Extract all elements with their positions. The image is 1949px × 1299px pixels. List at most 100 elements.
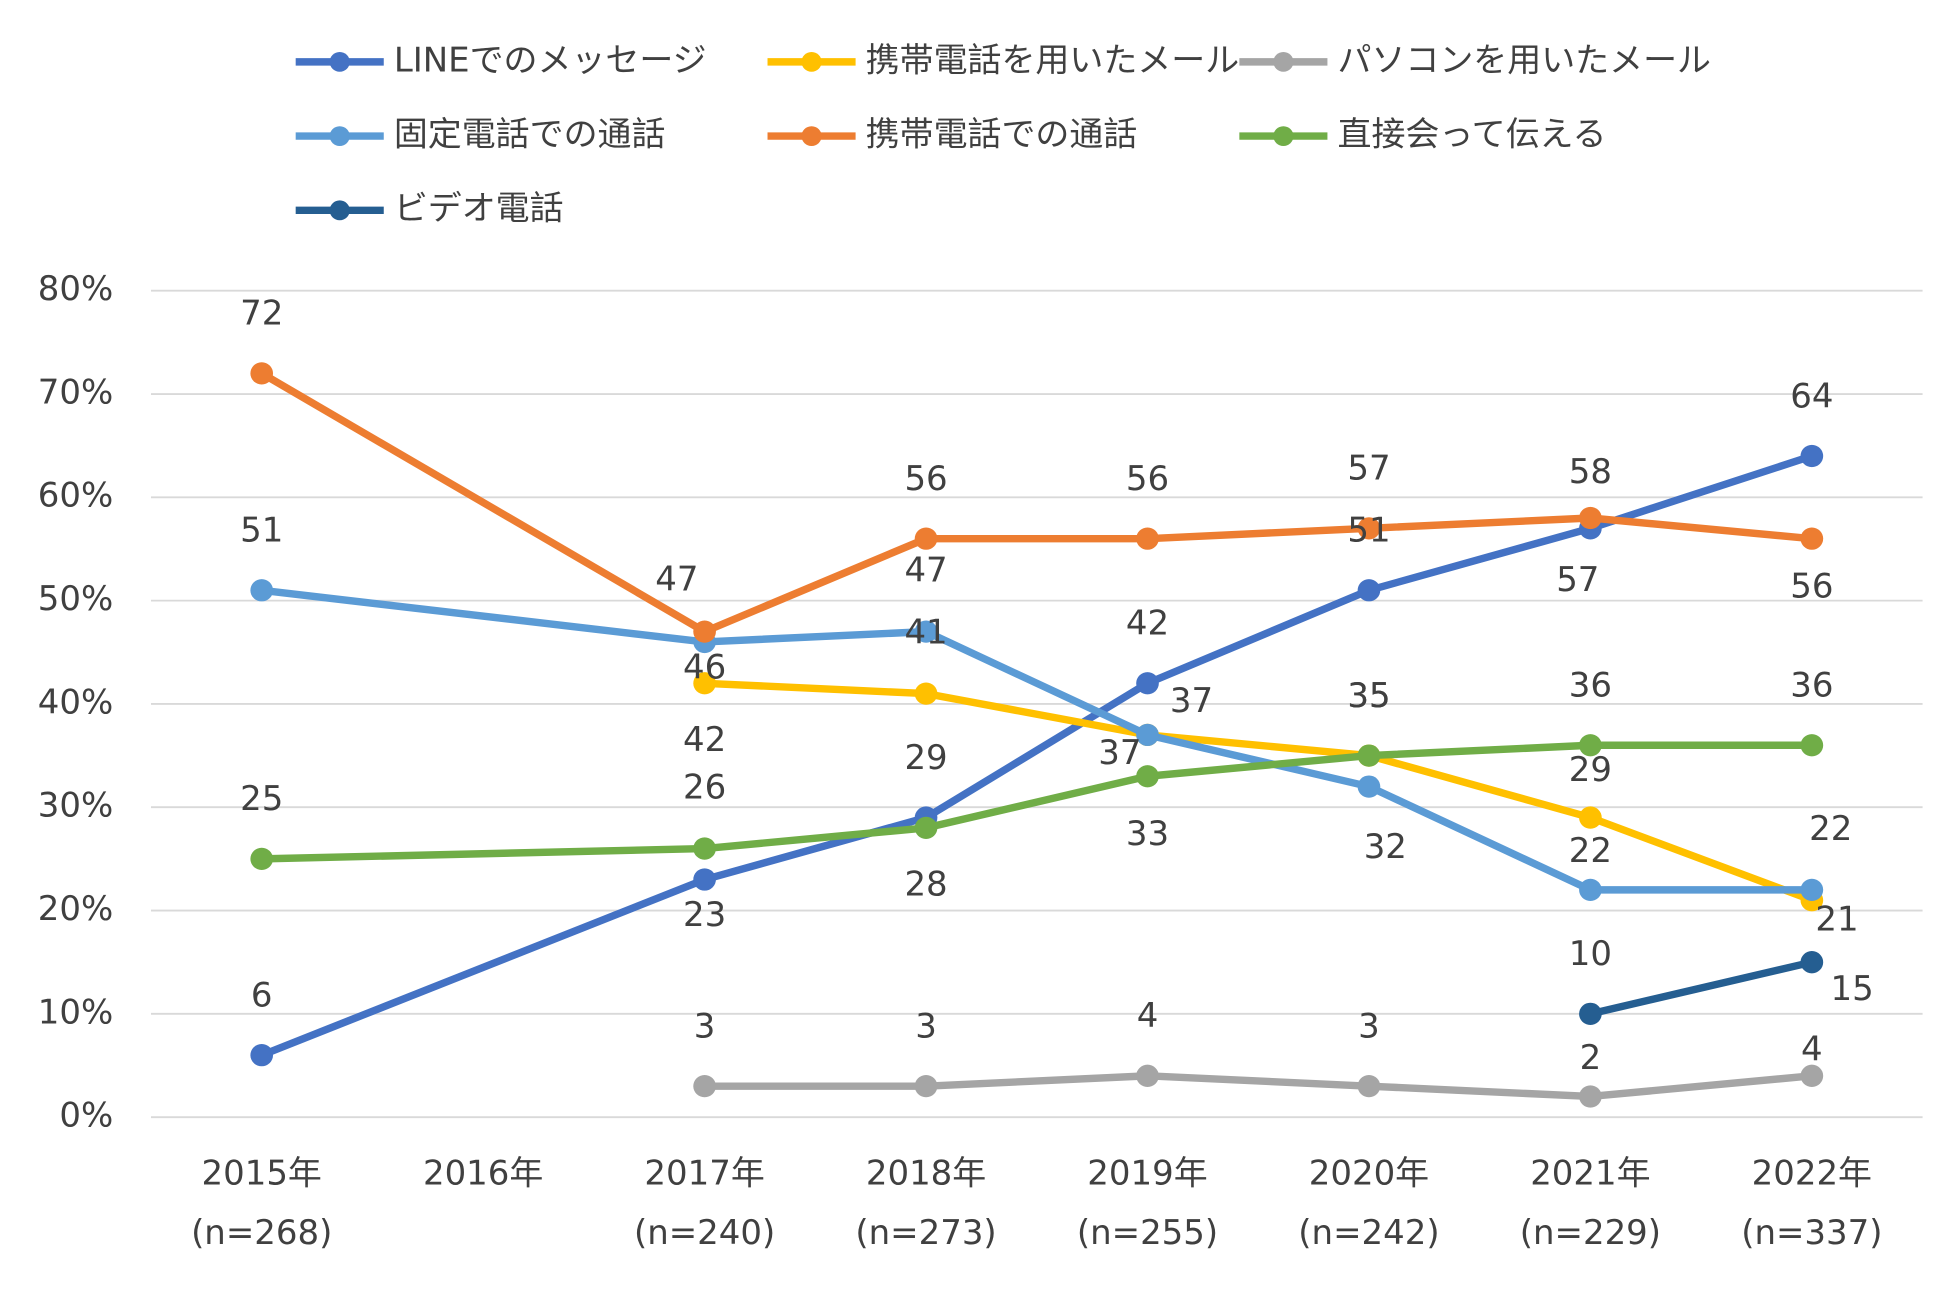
y-tick-label: 40% xyxy=(38,683,113,722)
data-point xyxy=(1800,444,1824,468)
data-point xyxy=(1579,878,1602,902)
y-tick-label: 60% xyxy=(38,476,113,515)
data-point xyxy=(914,682,938,705)
data-label: 32 xyxy=(1364,827,1407,866)
data-label: 33 xyxy=(1126,814,1169,853)
data-label: 47 xyxy=(904,551,947,590)
data-label: 35 xyxy=(1347,676,1390,715)
data-label: 6 xyxy=(251,976,273,1015)
y-tick-label: 80% xyxy=(38,269,113,308)
data-point xyxy=(1579,806,1602,829)
data-point xyxy=(1357,775,1381,798)
data-label: 3 xyxy=(694,1007,716,1046)
data-label: 26 xyxy=(683,768,726,807)
legend-label: 固定電話での通話 xyxy=(394,115,666,154)
x-tick-sublabel: (n=240) xyxy=(634,1213,775,1252)
marks xyxy=(250,362,1824,1108)
data-point xyxy=(914,816,938,840)
data-label: 42 xyxy=(683,720,726,759)
legend-marker xyxy=(329,51,350,72)
data-label: 56 xyxy=(1790,567,1833,606)
series-line-gap xyxy=(261,586,706,646)
x-tick-label: 2015年 xyxy=(202,1154,322,1193)
x-tick-label: 2022年 xyxy=(1752,1154,1872,1193)
data-label: 21 xyxy=(1815,900,1858,939)
data-label: 36 xyxy=(1569,666,1612,705)
data-label: 64 xyxy=(1790,377,1833,416)
series-line-gap xyxy=(260,876,707,1059)
data-point xyxy=(1136,672,1159,695)
data-point xyxy=(1136,1064,1159,1087)
data-label: 25 xyxy=(240,779,283,818)
series-line xyxy=(704,741,1812,853)
data-point xyxy=(250,362,274,385)
data-point xyxy=(250,1044,274,1067)
data-label: 4 xyxy=(1801,1030,1823,1069)
series-line xyxy=(703,514,1813,636)
data-label: 57 xyxy=(1347,449,1390,488)
data-label: 10 xyxy=(1569,934,1612,973)
data-label: 56 xyxy=(904,459,947,498)
data-label: 4 xyxy=(1137,996,1159,1035)
data-point xyxy=(1357,1075,1381,1098)
x-tick-label: 2020年 xyxy=(1309,1154,1429,1193)
series-line xyxy=(704,679,1814,904)
data-label: 58 xyxy=(1569,452,1612,491)
data-point xyxy=(1800,1064,1824,1087)
legend-label: 携帯電話での通話 xyxy=(866,115,1138,154)
x-tick-label: 2021年 xyxy=(1530,1154,1650,1193)
data-label: 42 xyxy=(1126,604,1169,643)
data-point xyxy=(1357,517,1381,540)
legend-label: 携帯電話を用いたメール xyxy=(866,41,1240,80)
data-label: 51 xyxy=(240,511,283,550)
legend-label: LINEでのメッセージ xyxy=(394,41,707,80)
legend-marker xyxy=(1273,51,1294,72)
y-tick-label: 0% xyxy=(59,1096,113,1135)
data-label: 2 xyxy=(1580,1038,1602,1077)
data-label: 35 xyxy=(1347,676,1390,715)
y-tick-label: 30% xyxy=(38,786,113,825)
data-point xyxy=(1136,723,1159,747)
legend-marker xyxy=(329,126,350,146)
data-label: 47 xyxy=(655,560,698,599)
data-label: 46 xyxy=(683,648,726,687)
data-point xyxy=(1579,1002,1602,1025)
data-point xyxy=(1800,734,1824,757)
data-point xyxy=(250,847,274,871)
x-tick-sublabel: (n=255) xyxy=(1077,1213,1218,1252)
x-tick-sublabel: (n=268) xyxy=(191,1213,332,1252)
data-label: 28 xyxy=(904,865,947,904)
y-tick-label: 70% xyxy=(38,373,113,412)
data-point xyxy=(1136,527,1159,550)
x-tick-label: 2018年 xyxy=(866,1154,986,1193)
x-tick-sublabel: (n=242) xyxy=(1298,1213,1439,1252)
y-tick-label: 10% xyxy=(38,993,113,1032)
legend-label: 直接会って伝える xyxy=(1337,115,1606,154)
y-tick-label: 50% xyxy=(38,579,113,618)
series-line-gap xyxy=(261,844,705,863)
x-tick-sublabel: (n=229) xyxy=(1520,1213,1661,1252)
data-label: 15 xyxy=(1831,969,1874,1008)
data-point xyxy=(914,620,938,643)
legend-marker xyxy=(1273,126,1294,146)
x-tick-sublabel: (n=337) xyxy=(1741,1213,1882,1252)
x-tick-sublabel: (n=273) xyxy=(855,1213,996,1252)
series-line xyxy=(704,627,1812,894)
data-label: 29 xyxy=(1569,750,1612,789)
data-label: 37 xyxy=(1170,681,1213,720)
data-label: 72 xyxy=(240,294,283,333)
data-point xyxy=(693,1075,716,1098)
data-point xyxy=(693,620,716,643)
data-label: 22 xyxy=(1809,809,1852,848)
data-label: 3 xyxy=(1358,1007,1380,1046)
data-label: 22 xyxy=(1569,831,1612,870)
legend-label: ビデオ電話 xyxy=(394,189,564,228)
data-point xyxy=(1800,951,1824,974)
legend-marker xyxy=(329,200,350,221)
data-label: 51 xyxy=(1347,511,1390,550)
series-line-gap xyxy=(259,370,707,635)
data-label: 29 xyxy=(904,738,947,777)
data-point xyxy=(914,527,938,550)
data-point xyxy=(693,837,716,860)
data-point xyxy=(1579,1085,1602,1108)
